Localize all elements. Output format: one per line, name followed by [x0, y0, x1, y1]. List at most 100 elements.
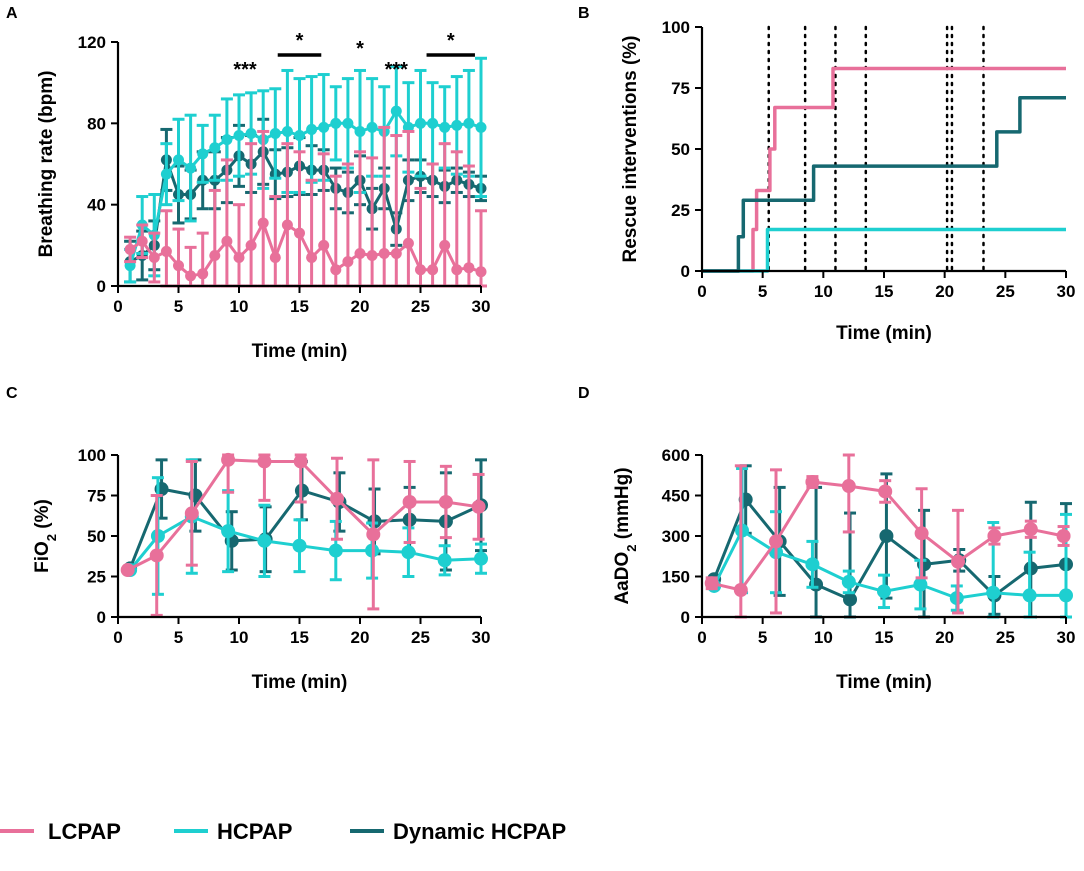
x-axis-title: Time (min): [836, 672, 932, 693]
data-point: [474, 551, 488, 566]
data-point: [257, 454, 272, 469]
panel-a: 0 5 10 15 20 25 30 0 40 80 120 Time (min) Breathing …: [6, 5, 490, 362]
series-lcpap: [702, 66, 1066, 273]
y-tick-label: 0: [97, 608, 106, 627]
data-point: [733, 583, 748, 597]
y-tick-label: 80: [87, 114, 106, 133]
legend-label: Dynamic HCPAP: [393, 819, 566, 844]
data-point: [221, 524, 236, 539]
data-point: [209, 250, 221, 261]
x-tick-label: 10: [814, 282, 833, 301]
y-axis-title: AaDO2 (mmHg): [612, 467, 639, 604]
data-point: [342, 117, 354, 129]
data-point: [149, 548, 164, 563]
data-point: [136, 235, 148, 247]
data-point: [451, 264, 463, 276]
series-dynamic: [702, 96, 1066, 273]
data-point: [306, 123, 318, 135]
legend-label: HCPAP: [217, 819, 292, 844]
data-point: [221, 452, 236, 467]
data-point: [1022, 588, 1037, 603]
data-point: [878, 484, 893, 499]
data-point: [257, 533, 272, 548]
x-tick-label: 15: [875, 628, 894, 647]
significance-star: *: [447, 30, 455, 52]
data-point: [1023, 522, 1038, 537]
x-tick-label: 0: [113, 297, 122, 316]
x-tick-label: 10: [230, 628, 249, 647]
data-point: [318, 239, 330, 251]
data-point: [281, 125, 293, 137]
y-tick-label: 75: [87, 487, 106, 506]
data-point: [209, 142, 221, 154]
data-point: [354, 125, 366, 137]
y-tick-label: 40: [87, 196, 106, 215]
data-point: [221, 134, 233, 146]
data-point: [402, 237, 414, 249]
data-point: [1059, 588, 1073, 603]
data-point: [197, 148, 209, 160]
data-point: [843, 592, 858, 607]
x-tick-label: 20: [351, 628, 370, 647]
x-tick-label: 25: [996, 282, 1015, 301]
panel-letter: A: [6, 5, 18, 22]
x-tick-label: 0: [113, 628, 122, 647]
data-point: [330, 491, 345, 506]
data-point: [318, 121, 330, 133]
data-point: [913, 577, 928, 592]
x-tick-label: 30: [1057, 282, 1076, 301]
panel-letter: C: [6, 385, 18, 402]
x-tick-label: 15: [290, 297, 309, 316]
data-point: [704, 576, 719, 591]
series-hcpap: [123, 458, 488, 596]
data-point: [293, 454, 308, 469]
series-lcpap: [704, 453, 1071, 619]
x-tick-label: 30: [1057, 628, 1076, 647]
data-point: [805, 475, 820, 489]
x-tick-label: 20: [935, 282, 954, 301]
series-line: [702, 66, 1066, 273]
data-point: [841, 479, 856, 494]
panel-b: 0 5 10 15 20 25 30 0 25 50 75 100 Time (min) Rescue i…: [578, 5, 1075, 344]
data-point: [245, 128, 257, 139]
x-axis-title: Time (min): [836, 323, 932, 344]
data-point: [281, 219, 293, 231]
y-axis-title: Breathing rate (bpm): [36, 71, 57, 258]
x-axis-title: Time (min): [252, 341, 348, 362]
data-point: [437, 553, 452, 568]
data-point: [292, 538, 307, 553]
data-point: [1056, 529, 1071, 543]
data-point: [475, 266, 487, 278]
legend-item-hcpap: HCPAP: [174, 819, 292, 844]
x-tick-label: 5: [174, 297, 183, 316]
data-point: [294, 227, 305, 239]
data-point: [914, 526, 929, 541]
data-point: [427, 117, 439, 129]
y-tick-label: 600: [662, 446, 690, 465]
data-point: [269, 252, 281, 264]
data-point: [841, 574, 856, 589]
data-point: [120, 563, 135, 578]
data-point: [233, 252, 245, 264]
x-tick-label: 10: [814, 628, 833, 647]
significance-star: *: [296, 30, 304, 52]
x-tick-label: 25: [996, 628, 1015, 647]
data-point: [805, 557, 820, 572]
data-point: [354, 247, 366, 259]
significance-star: *: [356, 38, 364, 60]
series-line: [712, 498, 1067, 601]
x-tick-label: 20: [935, 628, 954, 647]
legend-item-dynamic: Dynamic HCPAP: [350, 819, 566, 844]
x-tick-label: 20: [351, 297, 370, 316]
data-point: [184, 506, 199, 521]
data-point: [401, 545, 416, 560]
data-point: [294, 130, 305, 142]
x-tick-label: 30: [472, 628, 491, 647]
y-tick-label: 300: [662, 527, 690, 546]
y-tick-label: 50: [671, 140, 690, 159]
data-point: [987, 529, 1002, 543]
x-tick-label: 15: [875, 282, 894, 301]
x-tick-label: 10: [230, 297, 249, 316]
